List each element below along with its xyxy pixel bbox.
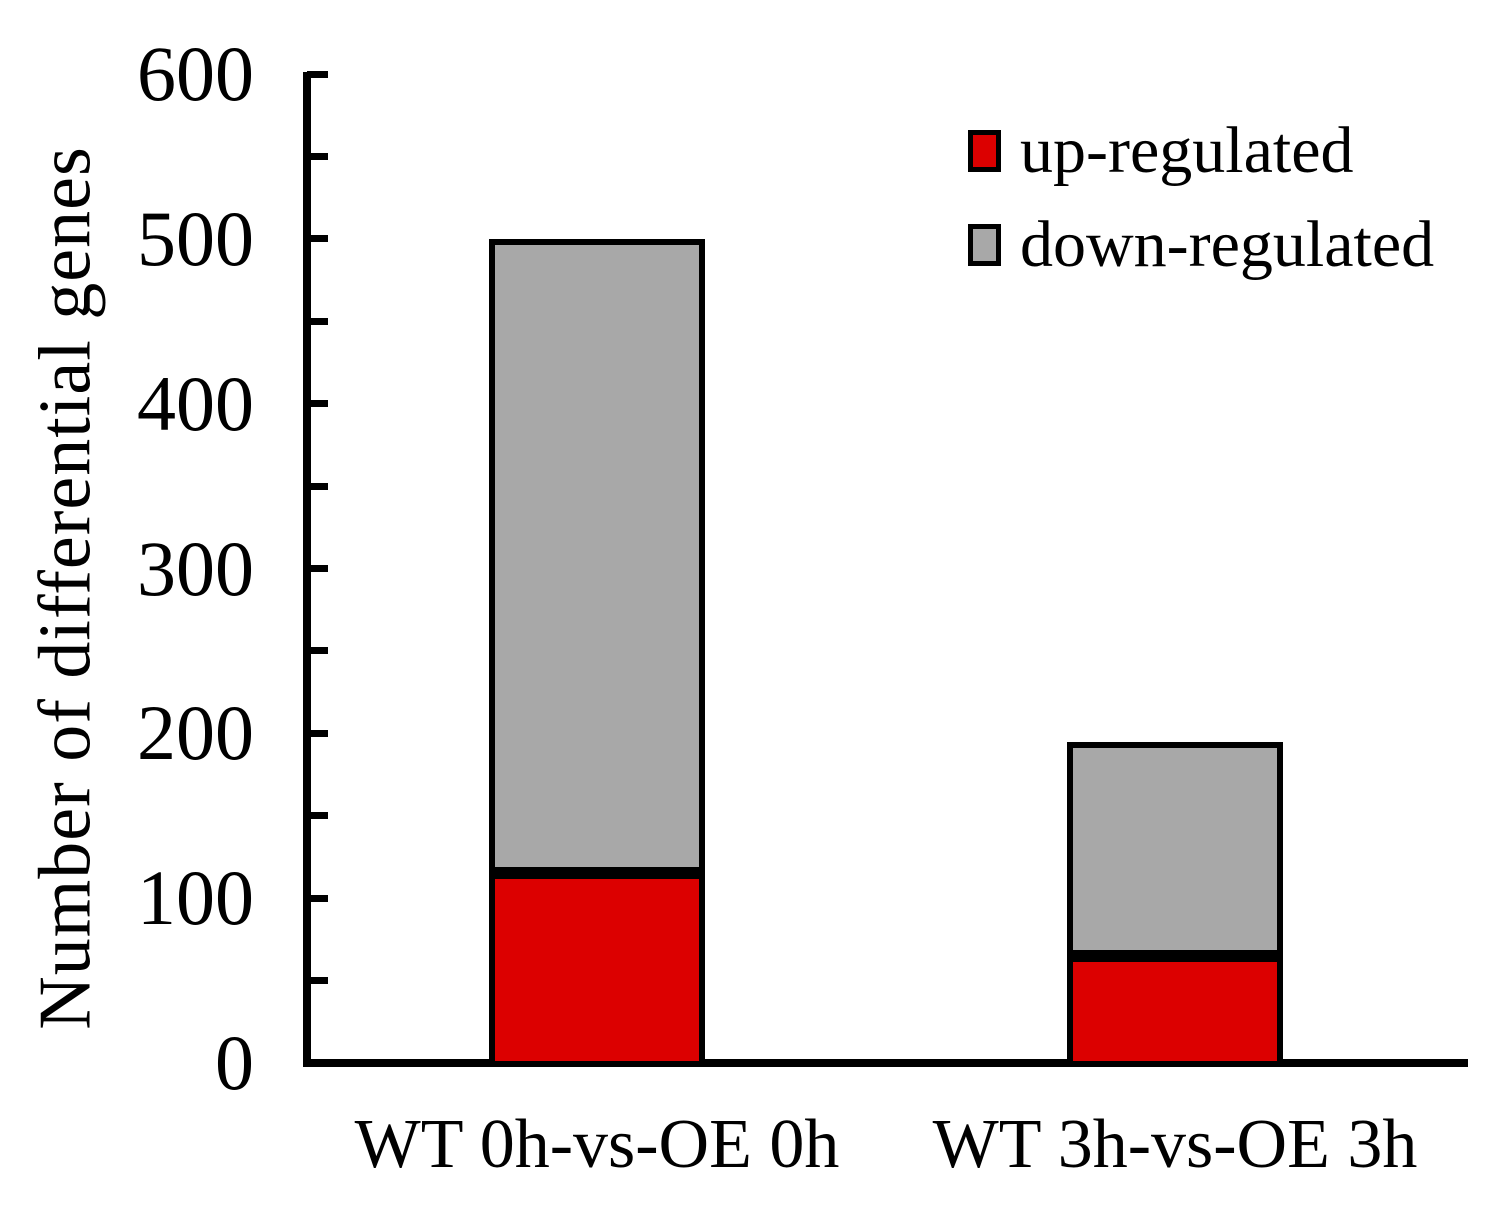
y-axis-tick — [307, 565, 328, 572]
y-axis-tick — [307, 812, 328, 820]
y-tick-label: 600 — [137, 30, 254, 117]
y-axis-tick — [307, 235, 328, 243]
bar-segment-up-regulated — [489, 873, 705, 1067]
legend-item-label: up-regulated — [1020, 114, 1354, 187]
legend-item-up-regulated: up-regulated — [968, 118, 1434, 184]
bar-segment-down-regulated — [1067, 741, 1283, 956]
y-axis-tick — [307, 977, 328, 985]
legend: up-regulated down-regulated — [968, 118, 1434, 316]
y-tick-label: 400 — [137, 359, 254, 447]
legend-swatch-up-regulated-icon — [968, 130, 1001, 172]
y-axis-tick — [307, 894, 328, 902]
bar-segment-down-regulated — [489, 238, 705, 874]
y-axis-tick — [307, 400, 328, 408]
legend-item-label: down-regulated — [1020, 208, 1435, 281]
y-tick-label: 0 — [215, 1019, 254, 1106]
legend-item-down-regulated: down-regulated — [968, 212, 1434, 278]
y-axis-tick — [307, 729, 328, 737]
legend-swatch-down-regulated-icon — [968, 224, 1001, 266]
y-axis-tick — [307, 647, 328, 655]
bar-segment-up-regulated — [1067, 955, 1283, 1067]
y-tick-label: 100 — [137, 854, 254, 942]
y-axis-tick — [307, 482, 328, 490]
x-axis-line — [303, 1059, 1468, 1067]
y-tick-label: 200 — [137, 689, 254, 777]
y-tick-label: 500 — [137, 194, 254, 282]
y-axis-tick — [307, 317, 328, 325]
y-axis-tick — [307, 152, 328, 160]
x-category-label: WT 3h-vs-OE 3h — [932, 1106, 1418, 1183]
y-axis-tick — [307, 70, 328, 78]
y-tick-label: 300 — [137, 524, 254, 612]
x-category-label: WT 0h-vs-OE 0h — [354, 1106, 840, 1183]
